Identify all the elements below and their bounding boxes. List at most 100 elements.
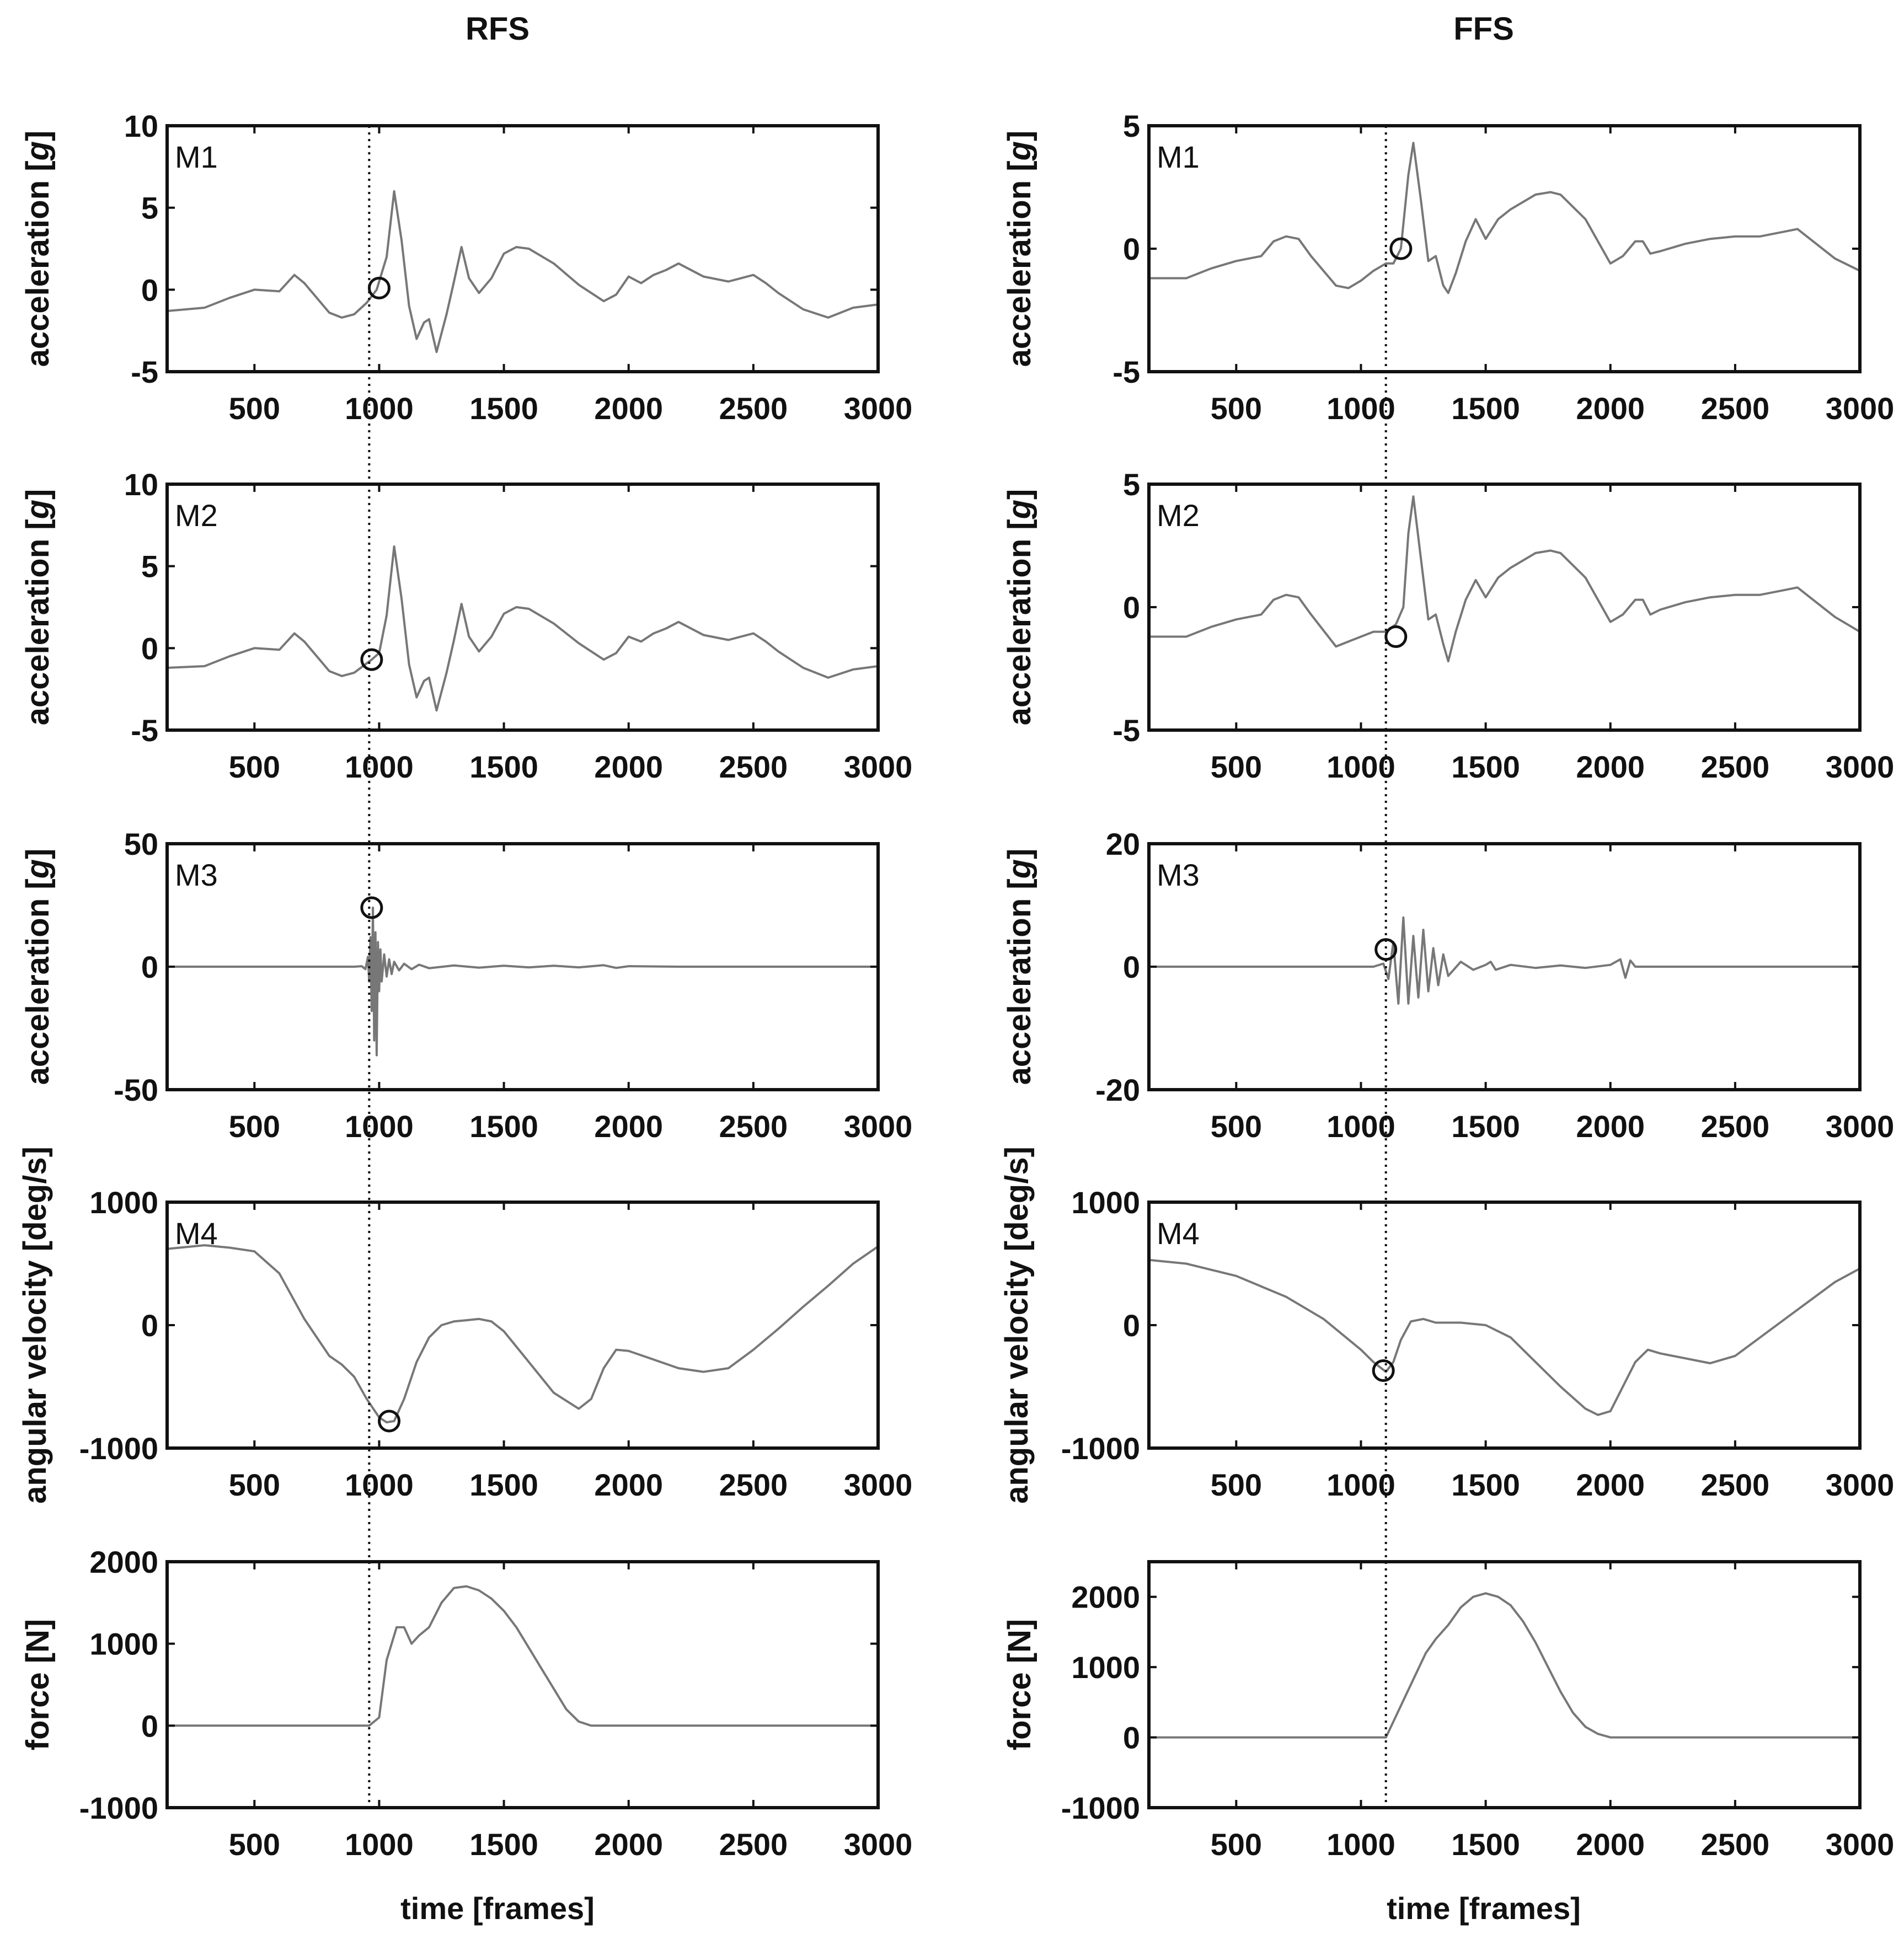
ffs-m4-ytick-label: 0 bbox=[1123, 1308, 1140, 1343]
rfs-force-xtick-label: 2000 bbox=[594, 1827, 663, 1862]
rfs-force-ytick-label: 2000 bbox=[89, 1545, 158, 1579]
ffs-force-ytick-label: 2000 bbox=[1071, 1580, 1140, 1615]
ffs-m1-series-line bbox=[1149, 142, 1860, 294]
x-axis-label-ffs: time [frames] bbox=[1387, 1891, 1581, 1926]
ffs-m1-y-axis-label: acceleration [g] bbox=[1002, 131, 1037, 367]
ffs-m2-y-axis-label: acceleration [g] bbox=[1002, 489, 1037, 726]
rfs-m1-xtick-label: 2000 bbox=[594, 391, 663, 426]
rfs-m2-xtick-label: 2500 bbox=[719, 749, 788, 784]
ffs-m1-event-marker bbox=[1389, 237, 1413, 260]
rfs-m3-xtick-label: 1000 bbox=[345, 1109, 414, 1144]
rfs-m3-ytick-label: 50 bbox=[124, 827, 158, 861]
ffs-m3-ytick-label: 20 bbox=[1106, 827, 1140, 861]
ffs-m3-xtick-label: 2000 bbox=[1576, 1109, 1645, 1144]
ffs-m1-panel-label: M1 bbox=[1157, 140, 1200, 174]
rfs-m2-series-line bbox=[167, 545, 879, 712]
x-axis-label-rfs: time [frames] bbox=[400, 1891, 595, 1926]
ffs-m3-xtick-label: 2500 bbox=[1701, 1109, 1770, 1144]
ffs-m2-ytick-label: -5 bbox=[1113, 713, 1140, 748]
event-lines-layer bbox=[368, 126, 1387, 1808]
ffs-m2-xtick-label: 1500 bbox=[1451, 749, 1520, 784]
rfs-m1-axes-frame bbox=[165, 124, 880, 373]
ffs-m1-xtick-label: 1500 bbox=[1451, 391, 1520, 426]
rfs-m2-y-axis-label: acceleration [g] bbox=[20, 489, 56, 726]
ffs-force-xtick-label: 1000 bbox=[1327, 1827, 1395, 1862]
rfs-force-y-axis-label: force [N] bbox=[20, 1619, 56, 1750]
rfs-m3-ytick-label: 0 bbox=[141, 950, 158, 984]
ffs-force-xtick-label: 3000 bbox=[1826, 1827, 1895, 1862]
rfs-force-axes-frame bbox=[165, 1560, 880, 1809]
rfs-m3-xtick-label: 500 bbox=[229, 1109, 280, 1144]
column-title-ffs: FFS bbox=[1453, 11, 1514, 47]
rfs-force-xtick-label: 2500 bbox=[719, 1827, 788, 1862]
rfs-m1-xtick-label: 1500 bbox=[469, 391, 538, 426]
rfs-m1-ytick-label: 10 bbox=[124, 109, 158, 143]
rfs-m2-xtick-label: 500 bbox=[229, 749, 280, 784]
ffs-force-ytick-label: -1000 bbox=[1061, 1791, 1140, 1825]
ffs-m3-xtick-label: 1000 bbox=[1327, 1109, 1395, 1144]
ffs-m4-ytick-label: -1000 bbox=[1061, 1431, 1140, 1466]
ffs-m3-ytick-label: -20 bbox=[1095, 1073, 1140, 1107]
rfs-m3-panel-label: M3 bbox=[175, 858, 218, 892]
ffs-m2-plot: 500 1000 1500 2000 2500 3000 5 0 -5 acceleration … bbox=[1002, 467, 1894, 784]
ffs-force-y-axis-label: force [N] bbox=[1002, 1619, 1037, 1750]
ffs-m3-plot: 500 1000 1500 2000 2500 3000 20 0 -20 acceleratio… bbox=[1002, 827, 1894, 1144]
rfs-m1-plot: 500 1000 1500 2000 2500 3000 10 5 0 -5 acceleratio… bbox=[20, 109, 912, 426]
rfs-m1-xtick-label: 2500 bbox=[719, 391, 788, 426]
rfs-m4-xtick-label: 3000 bbox=[844, 1467, 913, 1502]
ffs-m3-y-axis-label: acceleration [g] bbox=[1002, 849, 1037, 1085]
ffs-m4-series-line bbox=[1148, 1258, 1860, 1416]
rfs-m3-y-axis-label: acceleration [g] bbox=[20, 849, 56, 1085]
ffs-m4-xtick-label: 2000 bbox=[1576, 1467, 1645, 1502]
ffs-m1-ytick-label: 5 bbox=[1123, 109, 1140, 143]
rfs-m3-xtick-label: 2000 bbox=[594, 1109, 663, 1144]
ffs-m2-xtick-label: 1000 bbox=[1327, 749, 1395, 784]
rfs-m1-xtick-label: 3000 bbox=[844, 391, 913, 426]
ffs-force-ytick-label: 1000 bbox=[1071, 1650, 1140, 1685]
rfs-force-xtick-label: 500 bbox=[229, 1827, 280, 1862]
rfs-m2-ytick-label: 5 bbox=[141, 549, 158, 584]
rfs-m3-xtick-label: 3000 bbox=[844, 1109, 913, 1144]
rfs-m4-xtick-label: 500 bbox=[229, 1467, 280, 1502]
rfs-force-series-line bbox=[167, 1585, 878, 1727]
rfs-m1-xtick-label: 500 bbox=[229, 391, 280, 426]
ffs-force-plot: 500 1000 1500 2000 2500 3000 2000 1000 0 -1000 for… bbox=[1002, 1560, 1895, 1862]
rfs-m4-ytick-label: 1000 bbox=[89, 1185, 158, 1220]
rfs-m4-panel-label: M4 bbox=[175, 1216, 218, 1251]
rfs-m1-ytick-label: 0 bbox=[141, 272, 158, 307]
ffs-m2-ytick-label: 0 bbox=[1123, 590, 1140, 625]
rfs-m2-ytick-label: -5 bbox=[131, 713, 158, 748]
rfs-m3-plot: 500 1000 1500 2000 2500 3000500-50acceleratio… bbox=[20, 827, 912, 1144]
ffs-m2-panel-label: M2 bbox=[1157, 498, 1200, 533]
rfs-force-ytick-label: -1000 bbox=[79, 1791, 158, 1825]
rfs-m4-xtick-label: 2500 bbox=[719, 1467, 788, 1502]
ffs-m2-xtick-label: 2500 bbox=[1701, 749, 1770, 784]
rfs-force-xtick-label: 1000 bbox=[345, 1827, 414, 1862]
rfs-m1-panel-label: M1 bbox=[175, 140, 218, 174]
rfs-m2-xtick-label: 1000 bbox=[345, 749, 414, 784]
rfs-m2-axes-frame bbox=[165, 483, 880, 732]
rfs-m3-xtick-label: 2500 bbox=[719, 1109, 788, 1144]
plots-layer: 500 1000 1500 2000 2500 30001050-5acceleratio… bbox=[17, 109, 1894, 1862]
ffs-m4-event-marker bbox=[1372, 1359, 1395, 1382]
ffs-m4-ytick-label: 1000 bbox=[1071, 1185, 1140, 1220]
rfs-m1-ytick-label: -5 bbox=[131, 355, 158, 389]
rfs-m2-ytick-label: 10 bbox=[124, 467, 158, 502]
ffs-m3-xtick-label: 1500 bbox=[1451, 1109, 1520, 1144]
rfs-m2-xtick-label: 1500 bbox=[469, 749, 538, 784]
rfs-m1-series-line bbox=[167, 190, 879, 353]
ffs-m1-plot: 500 1000 1500 2000 2500 3000 5 0 -5 acceleration … bbox=[1002, 109, 1894, 426]
rfs-m4-xtick-label: 1500 bbox=[469, 1467, 538, 1502]
rfs-m2-xtick-label: 2000 bbox=[594, 749, 663, 784]
ffs-m4-xtick-label: 3000 bbox=[1826, 1467, 1895, 1502]
rfs-m4-xtick-label: 2000 bbox=[594, 1467, 663, 1502]
ffs-m1-xtick-label: 1000 bbox=[1327, 391, 1395, 426]
ffs-m1-ytick-label: 0 bbox=[1123, 232, 1140, 266]
rfs-m1-xtick-label: 1000 bbox=[345, 391, 414, 426]
ffs-m2-xtick-label: 3000 bbox=[1826, 749, 1895, 784]
ffs-m4-xtick-label: 1000 bbox=[1327, 1467, 1395, 1502]
ffs-m4-xtick-label: 2500 bbox=[1701, 1467, 1770, 1502]
rfs-m4-xtick-label: 1000 bbox=[345, 1467, 414, 1502]
rfs-m1-event-marker bbox=[367, 276, 391, 299]
ffs-m1-xtick-label: 2500 bbox=[1701, 391, 1770, 426]
